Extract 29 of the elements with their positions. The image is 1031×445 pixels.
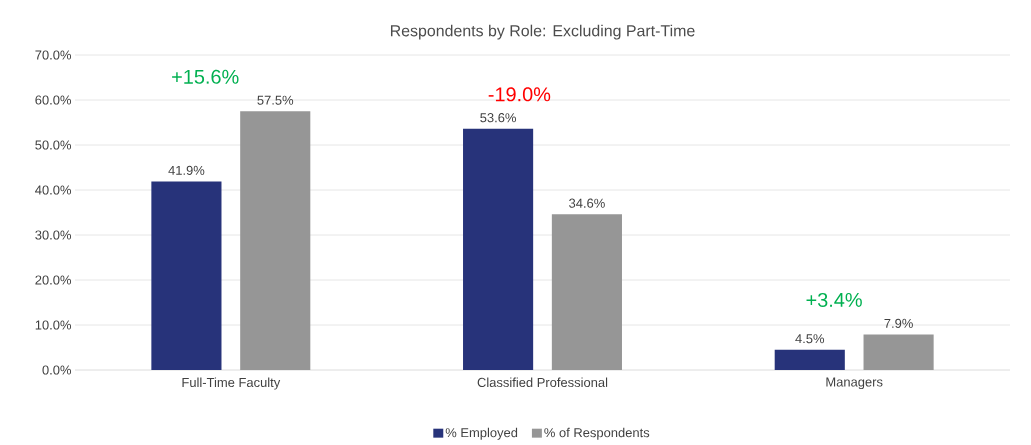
data-label: 4.5% — [795, 334, 825, 344]
legend-label: % of Respondents — [544, 427, 650, 440]
y-tick-label: 70.0% — [35, 50, 72, 60]
x-tick-label: Managers — [826, 377, 883, 390]
y-tick-label: 60.0% — [35, 95, 72, 105]
data-label: 57.5% — [257, 95, 294, 105]
bar — [863, 334, 934, 370]
y-tick-label: 10.0% — [35, 320, 72, 330]
annotation: +3.4% — [806, 292, 862, 308]
annotation: -19.0% — [488, 87, 551, 102]
y-tick-label: 0.0% — [42, 365, 72, 375]
data-label: 34.6% — [569, 198, 605, 208]
bar — [151, 181, 222, 370]
y-tick-label: 40.0% — [35, 185, 72, 195]
bar — [240, 111, 311, 370]
x-tick-label: Full-Time Faculty — [182, 377, 281, 390]
data-label: 41.9% — [168, 165, 205, 175]
bar — [774, 349, 845, 370]
data-label: 53.6% — [480, 113, 516, 123]
chart-title: Respondents by Role: Excluding Part-Time — [390, 24, 695, 40]
data-label: 7.9% — [884, 318, 913, 328]
x-tick-label: Classified Professional — [477, 377, 608, 388]
y-tick-label: 30.0% — [35, 230, 72, 240]
y-tick-label: 20.0% — [35, 275, 72, 285]
bar — [551, 214, 622, 370]
annotation: +15.6% — [172, 69, 239, 84]
legend-label: % Employed — [445, 427, 518, 440]
y-tick-label: 50.0% — [35, 140, 72, 150]
bar — [463, 128, 534, 370]
